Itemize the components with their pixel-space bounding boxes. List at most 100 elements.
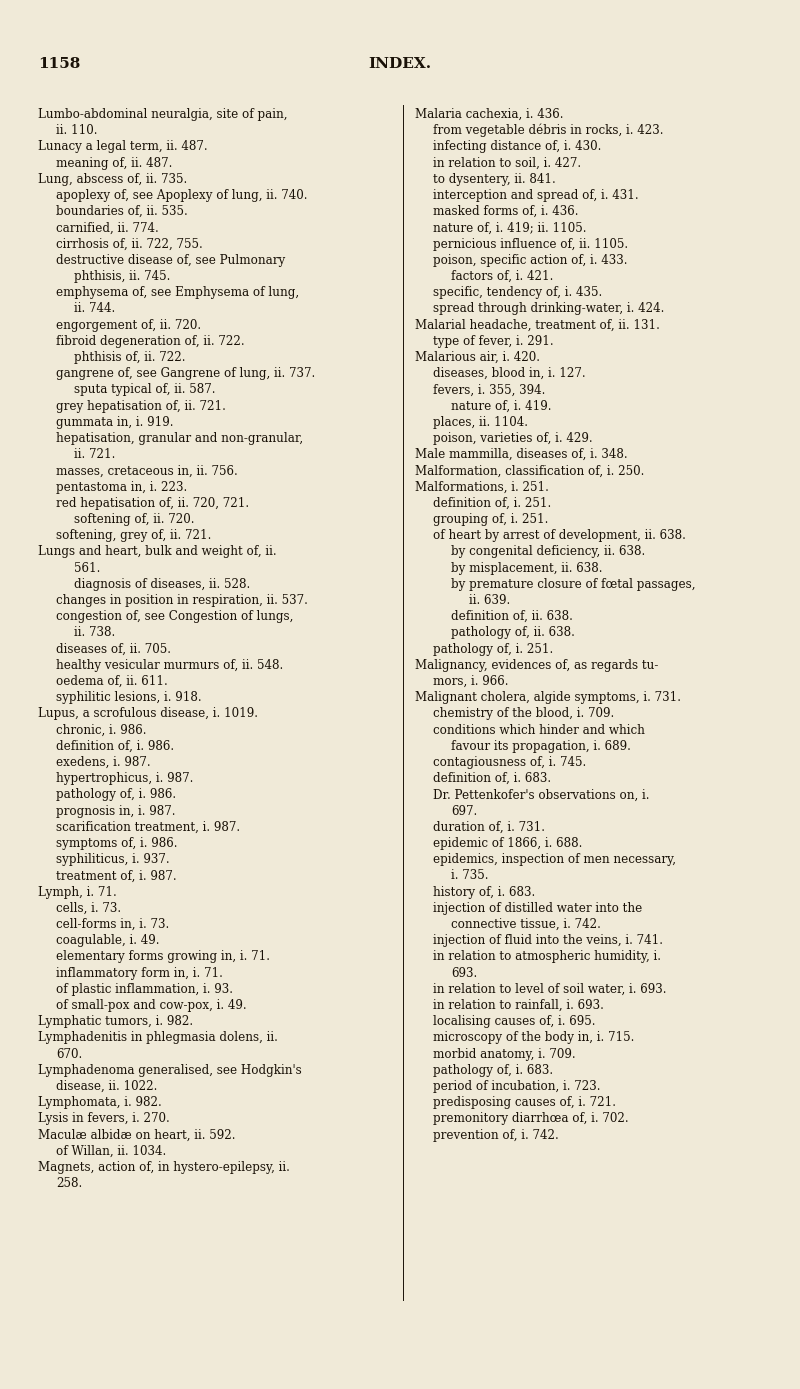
Text: contagiousness of, i. 745.: contagiousness of, i. 745. xyxy=(433,756,586,770)
Text: of heart by arrest of development, ii. 638.: of heart by arrest of development, ii. 6… xyxy=(433,529,686,542)
Text: by congenital deficiency, ii. 638.: by congenital deficiency, ii. 638. xyxy=(451,546,646,558)
Text: Malaria cachexia, i. 436.: Malaria cachexia, i. 436. xyxy=(415,108,563,121)
Text: interception and spread of, i. 431.: interception and spread of, i. 431. xyxy=(433,189,638,201)
Text: Lymphomata, i. 982.: Lymphomata, i. 982. xyxy=(38,1096,162,1110)
Text: boundaries of, ii. 535.: boundaries of, ii. 535. xyxy=(56,206,188,218)
Text: destructive disease of, see Pulmonary: destructive disease of, see Pulmonary xyxy=(56,254,286,267)
Text: predisposing causes of, i. 721.: predisposing causes of, i. 721. xyxy=(433,1096,616,1110)
Text: Lumbo-abdominal neuralgia, site of pain,: Lumbo-abdominal neuralgia, site of pain, xyxy=(38,108,287,121)
Text: specific, tendency of, i. 435.: specific, tendency of, i. 435. xyxy=(433,286,602,299)
Text: syphiliticus, i. 937.: syphiliticus, i. 937. xyxy=(56,853,170,867)
Text: period of incubation, i. 723.: period of incubation, i. 723. xyxy=(433,1081,601,1093)
Text: Lymphadenoma generalised, see Hodgkin's: Lymphadenoma generalised, see Hodgkin's xyxy=(38,1064,302,1076)
Text: carnified, ii. 774.: carnified, ii. 774. xyxy=(56,221,158,235)
Text: from vegetable débris in rocks, i. 423.: from vegetable débris in rocks, i. 423. xyxy=(433,124,663,138)
Text: 561.: 561. xyxy=(74,561,100,575)
Text: apoplexy of, see Apoplexy of lung, ii. 740.: apoplexy of, see Apoplexy of lung, ii. 7… xyxy=(56,189,307,201)
Text: hepatisation, granular and non-granular,: hepatisation, granular and non-granular, xyxy=(56,432,303,444)
Text: Dr. Pettenkofer's observations on, i.: Dr. Pettenkofer's observations on, i. xyxy=(433,789,650,801)
Text: places, ii. 1104.: places, ii. 1104. xyxy=(433,415,528,429)
Text: Malformation, classification of, i. 250.: Malformation, classification of, i. 250. xyxy=(415,464,644,478)
Text: definition of, i. 251.: definition of, i. 251. xyxy=(433,497,551,510)
Text: injection of distilled water into the: injection of distilled water into the xyxy=(433,901,642,915)
Text: epidemics, inspection of men necessary,: epidemics, inspection of men necessary, xyxy=(433,853,676,867)
Text: Lysis in fevers, i. 270.: Lysis in fevers, i. 270. xyxy=(38,1113,170,1125)
Text: fevers, i. 355, 394.: fevers, i. 355, 394. xyxy=(433,383,546,396)
Text: chronic, i. 986.: chronic, i. 986. xyxy=(56,724,146,736)
Text: meaning of, ii. 487.: meaning of, ii. 487. xyxy=(56,157,172,169)
Text: Malarious air, i. 420.: Malarious air, i. 420. xyxy=(415,351,540,364)
Text: prevention of, i. 742.: prevention of, i. 742. xyxy=(433,1129,558,1142)
Text: fibroid degeneration of, ii. 722.: fibroid degeneration of, ii. 722. xyxy=(56,335,245,347)
Text: ii. 721.: ii. 721. xyxy=(74,449,115,461)
Text: masked forms of, i. 436.: masked forms of, i. 436. xyxy=(433,206,578,218)
Text: healthy vesicular murmurs of, ii. 548.: healthy vesicular murmurs of, ii. 548. xyxy=(56,658,283,672)
Text: phthisis, ii. 745.: phthisis, ii. 745. xyxy=(74,269,170,283)
Text: pentastoma in, i. 223.: pentastoma in, i. 223. xyxy=(56,481,187,493)
Text: in relation to rainfall, i. 693.: in relation to rainfall, i. 693. xyxy=(433,999,604,1013)
Text: Maculæ albidæ on heart, ii. 592.: Maculæ albidæ on heart, ii. 592. xyxy=(38,1129,235,1142)
Text: injection of fluid into the veins, i. 741.: injection of fluid into the veins, i. 74… xyxy=(433,935,663,947)
Text: poison, varieties of, i. 429.: poison, varieties of, i. 429. xyxy=(433,432,593,444)
Text: gummata in, i. 919.: gummata in, i. 919. xyxy=(56,415,174,429)
Text: conditions which hinder and which: conditions which hinder and which xyxy=(433,724,645,736)
Text: nature of, i. 419; ii. 1105.: nature of, i. 419; ii. 1105. xyxy=(433,221,586,235)
Text: 258.: 258. xyxy=(56,1178,82,1190)
Text: syphilitic lesions, i. 918.: syphilitic lesions, i. 918. xyxy=(56,692,202,704)
Text: pathology of, i. 683.: pathology of, i. 683. xyxy=(433,1064,553,1076)
Text: sputa typical of, ii. 587.: sputa typical of, ii. 587. xyxy=(74,383,215,396)
Text: type of fever, i. 291.: type of fever, i. 291. xyxy=(433,335,554,347)
Text: Lunacy a legal term, ii. 487.: Lunacy a legal term, ii. 487. xyxy=(38,140,208,153)
Text: inflammatory form in, i. 71.: inflammatory form in, i. 71. xyxy=(56,967,223,979)
Text: Lungs and heart, bulk and weight of, ii.: Lungs and heart, bulk and weight of, ii. xyxy=(38,546,277,558)
Text: Lymphatic tumors, i. 982.: Lymphatic tumors, i. 982. xyxy=(38,1015,193,1028)
Text: by premature closure of fœtal passages,: by premature closure of fœtal passages, xyxy=(451,578,695,590)
Text: Malarial headache, treatment of, ii. 131.: Malarial headache, treatment of, ii. 131… xyxy=(415,318,660,332)
Text: of Willan, ii. 1034.: of Willan, ii. 1034. xyxy=(56,1145,166,1158)
Text: masses, cretaceous in, ii. 756.: masses, cretaceous in, ii. 756. xyxy=(56,464,238,478)
Text: Lupus, a scrofulous disease, i. 1019.: Lupus, a scrofulous disease, i. 1019. xyxy=(38,707,258,721)
Text: Malformations, i. 251.: Malformations, i. 251. xyxy=(415,481,549,493)
Text: softening of, ii. 720.: softening of, ii. 720. xyxy=(74,513,194,526)
Text: mors, i. 966.: mors, i. 966. xyxy=(433,675,509,688)
Text: definition of, ii. 638.: definition of, ii. 638. xyxy=(451,610,573,624)
Text: history of, i. 683.: history of, i. 683. xyxy=(433,886,535,899)
Text: favour its propagation, i. 689.: favour its propagation, i. 689. xyxy=(451,740,631,753)
Text: Lymph, i. 71.: Lymph, i. 71. xyxy=(38,886,117,899)
Text: cirrhosis of, ii. 722, 755.: cirrhosis of, ii. 722, 755. xyxy=(56,238,202,250)
Text: definition of, i. 683.: definition of, i. 683. xyxy=(433,772,551,785)
Text: elementary forms growing in, i. 71.: elementary forms growing in, i. 71. xyxy=(56,950,270,964)
Text: ii. 744.: ii. 744. xyxy=(74,303,115,315)
Text: pathology of, ii. 638.: pathology of, ii. 638. xyxy=(451,626,575,639)
Text: 693.: 693. xyxy=(451,967,478,979)
Text: microscopy of the body in, i. 715.: microscopy of the body in, i. 715. xyxy=(433,1032,634,1045)
Text: 1158: 1158 xyxy=(38,57,80,71)
Text: Male mammilla, diseases of, i. 348.: Male mammilla, diseases of, i. 348. xyxy=(415,449,628,461)
Text: Malignant cholera, algide symptoms, i. 731.: Malignant cholera, algide symptoms, i. 7… xyxy=(415,692,681,704)
Text: INDEX.: INDEX. xyxy=(369,57,431,71)
Text: exedens, i. 987.: exedens, i. 987. xyxy=(56,756,150,770)
Text: to dysentery, ii. 841.: to dysentery, ii. 841. xyxy=(433,172,556,186)
Text: premonitory diarrhœa of, i. 702.: premonitory diarrhœa of, i. 702. xyxy=(433,1113,629,1125)
Text: morbid anatomy, i. 709.: morbid anatomy, i. 709. xyxy=(433,1047,576,1061)
Text: cell-forms in, i. 73.: cell-forms in, i. 73. xyxy=(56,918,170,931)
Text: softening, grey of, ii. 721.: softening, grey of, ii. 721. xyxy=(56,529,211,542)
Text: gangrene of, see Gangrene of lung, ii. 737.: gangrene of, see Gangrene of lung, ii. 7… xyxy=(56,367,315,381)
Text: ii. 639.: ii. 639. xyxy=(469,594,510,607)
Text: diagnosis of diseases, ii. 528.: diagnosis of diseases, ii. 528. xyxy=(74,578,250,590)
Text: in relation to soil, i. 427.: in relation to soil, i. 427. xyxy=(433,157,581,169)
Text: symptoms of, i. 986.: symptoms of, i. 986. xyxy=(56,838,178,850)
Text: connective tissue, i. 742.: connective tissue, i. 742. xyxy=(451,918,601,931)
Text: scarification treatment, i. 987.: scarification treatment, i. 987. xyxy=(56,821,240,833)
Text: factors of, i. 421.: factors of, i. 421. xyxy=(451,269,554,283)
Text: Magnets, action of, in hystero-epilepsy, ii.: Magnets, action of, in hystero-epilepsy,… xyxy=(38,1161,290,1174)
Text: emphysema of, see Emphysema of lung,: emphysema of, see Emphysema of lung, xyxy=(56,286,299,299)
Text: infecting distance of, i. 430.: infecting distance of, i. 430. xyxy=(433,140,602,153)
Text: poison, specific action of, i. 433.: poison, specific action of, i. 433. xyxy=(433,254,627,267)
Text: 670.: 670. xyxy=(56,1047,82,1061)
Text: epidemic of 1866, i. 688.: epidemic of 1866, i. 688. xyxy=(433,838,582,850)
Text: engorgement of, ii. 720.: engorgement of, ii. 720. xyxy=(56,318,201,332)
Text: coagulable, i. 49.: coagulable, i. 49. xyxy=(56,935,159,947)
Text: prognosis in, i. 987.: prognosis in, i. 987. xyxy=(56,804,175,818)
Text: pathology of, i. 251.: pathology of, i. 251. xyxy=(433,643,554,656)
